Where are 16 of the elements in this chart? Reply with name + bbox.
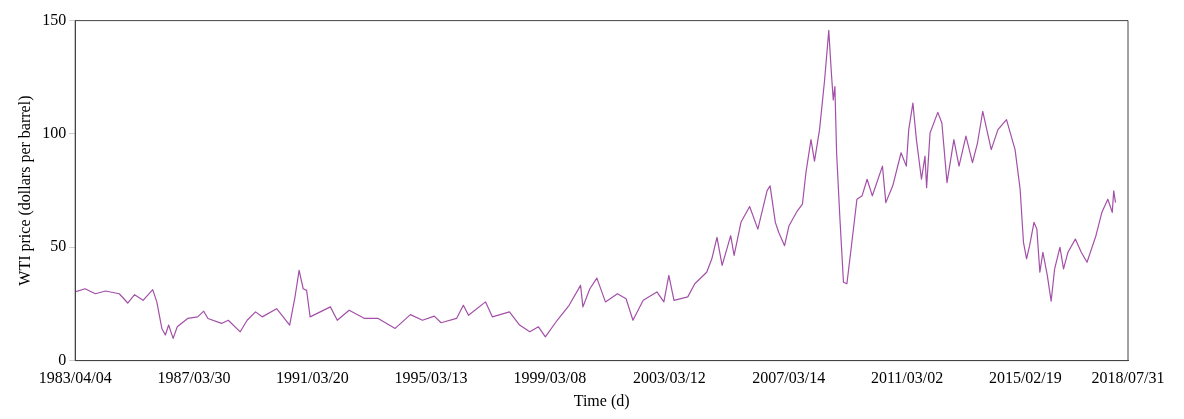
x-tick-label: 2015/02/19 — [988, 369, 1062, 387]
x-tick-label: 1983/04/04 — [38, 369, 112, 387]
x-tick-label: 1987/03/30 — [157, 369, 231, 387]
y-axis-title: WTI price (dollars per barrel) — [15, 95, 34, 286]
x-tick-label: 1991/03/20 — [275, 369, 349, 387]
x-axis-title: Time (d) — [573, 391, 630, 410]
y-tick-label: 0 — [58, 350, 67, 368]
y-tick-label: 50 — [50, 237, 67, 255]
x-tick-label: 2003/03/12 — [632, 369, 706, 387]
y-tick-label: 100 — [42, 124, 67, 142]
x-tick-label: 1995/03/13 — [394, 369, 468, 387]
x-tick-label: 1999/03/08 — [513, 369, 587, 387]
x-tick-label: 2018/07/31 — [1091, 369, 1165, 387]
x-tick-label: 2007/03/14 — [752, 369, 826, 387]
x-tick-label: 2011/03/02 — [870, 369, 944, 387]
y-tick-label: 150 — [42, 10, 67, 28]
